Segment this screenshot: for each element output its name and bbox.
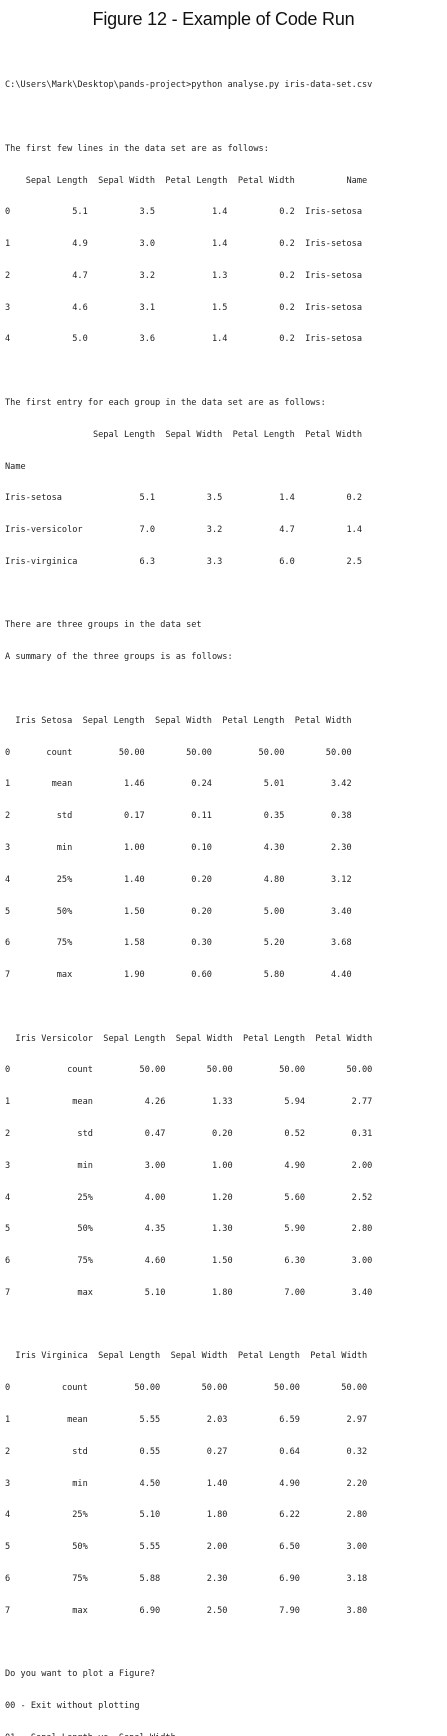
blank-line	[5, 1320, 372, 1331]
virginica-summary-row: 3 min 4.50 1.40 4.90 2.20	[5, 1478, 368, 1489]
versicolor-summary-row: 4 25% 4.00 1.20 5.60 2.52	[5, 1192, 373, 1203]
blank-line	[5, 366, 372, 377]
versicolor-summary-row: 7 max 5.10 1.80 7.00 3.40	[5, 1287, 373, 1298]
blank-line	[5, 1002, 372, 1013]
console-output: C:\Users\Mark\Desktop\pands-project>pyth…	[5, 59, 372, 1736]
setosa-summary-row: 0 count 50.00 50.00 50.00 50.00	[5, 747, 352, 758]
setosa-summary-row: 2 std 0.17 0.11 0.35 0.38	[5, 811, 352, 822]
versicolor-summary-row: 5 50% 4.35 1.30 5.90 2.80	[5, 1224, 373, 1235]
figure-title: Figure 12 - Example of Code Run	[92, 9, 355, 29]
head-table-row: 0 5.1 3.5 1.4 0.2 Iris-setosa	[5, 207, 362, 218]
menu-option: 01 - Sepal Length vs. Sepal Width	[5, 1733, 372, 1736]
virginica-summary-row: 0 count 50.00 50.00 50.00 50.00	[5, 1383, 368, 1394]
plot-question: Do you want to plot a Figure?	[5, 1669, 156, 1680]
virginica-summary-row: 7 max 6.90 2.50 7.90 3.80	[5, 1605, 368, 1616]
versicolor-summary-row: 1 mean 4.26 1.33 5.94 2.77	[5, 1097, 373, 1108]
first-entry-intro: The first entry for each group in the da…	[5, 398, 326, 408]
virginica-summary-row: 6 75% 5.88 2.30 6.90 3.18	[5, 1573, 368, 1584]
versicolor-summary-row: 2 std 0.47 0.20 0.52 0.31	[5, 1128, 373, 1139]
head-table-row: 2 4.7 3.2 1.3 0.2 Iris-setosa	[5, 270, 362, 281]
head-table-row: 3 4.6 3.1 1.5 0.2 Iris-setosa	[5, 302, 362, 313]
virginica-summary-row: 4 25% 5.10 1.80 6.22 2.80	[5, 1510, 368, 1521]
first-entry-row: Name	[5, 461, 26, 472]
first-entry-row: Iris-versicolor 7.0 3.2 4.7 1.4	[5, 525, 362, 536]
groups-line: There are three groups in the data set	[5, 620, 202, 631]
head-table-row: Sepal Length Sepal Width Petal Length Pe…	[5, 175, 368, 186]
setosa-summary-row: 4 25% 1.40 0.20 4.80 3.12	[5, 874, 352, 885]
first-entry-row: Iris-setosa 5.1 3.5 1.4 0.2	[5, 493, 362, 504]
head-table-row: 4 5.0 3.6 1.4 0.2 Iris-setosa	[5, 334, 362, 345]
blank-line	[5, 1637, 372, 1648]
blank-line	[5, 112, 372, 123]
setosa-summary-row: 1 mean 1.46 0.24 5.01 3.42	[5, 779, 352, 790]
head-intro: The first few lines in the data set are …	[5, 143, 269, 154]
blank-line	[5, 684, 372, 695]
setosa-summary-row: 3 min 1.00 0.10 4.30 2.30	[5, 842, 352, 853]
versicolor-summary-row: 0 count 50.00 50.00 50.00 50.00	[5, 1065, 373, 1076]
setosa-summary-row: 5 50% 1.50 0.20 5.00 3.40	[5, 906, 352, 917]
menu-option: 00 - Exit without plotting	[5, 1701, 140, 1712]
command-line: C:\Users\Mark\Desktop\pands-project>pyth…	[5, 80, 373, 91]
setosa-summary-row: 6 75% 1.58 0.30 5.20 3.68	[5, 938, 352, 949]
virginica-summary-row: 5 50% 5.55 2.00 6.50 3.00	[5, 1542, 368, 1553]
virginica-summary-row: 2 std 0.55 0.27 0.64 0.32	[5, 1446, 368, 1457]
head-table-row: 1 4.9 3.0 1.4 0.2 Iris-setosa	[5, 239, 362, 250]
first-entry-row: Sepal Length Sepal Width Petal Length Pe…	[5, 429, 362, 440]
versicolor-summary-row: 3 min 3.00 1.00 4.90 2.00	[5, 1160, 373, 1171]
blank-line	[5, 589, 372, 600]
virginica-summary-row: Iris Virginica Sepal Length Sepal Width …	[5, 1351, 368, 1362]
first-entry-row: Iris-virginica 6.3 3.3 6.0 2.5	[5, 556, 362, 567]
setosa-summary-row: 7 max 1.90 0.60 5.80 4.40	[5, 970, 352, 981]
setosa-summary-row: Iris Setosa Sepal Length Sepal Width Pet…	[5, 715, 352, 726]
groups-line: A summary of the three groups is as foll…	[5, 652, 233, 663]
versicolor-summary-row: Iris Versicolor Sepal Length Sepal Width…	[5, 1033, 373, 1044]
virginica-summary-row: 1 mean 5.55 2.03 6.59 2.97	[5, 1415, 368, 1425]
versicolor-summary-row: 6 75% 4.60 1.50 6.30 3.00	[5, 1256, 373, 1267]
